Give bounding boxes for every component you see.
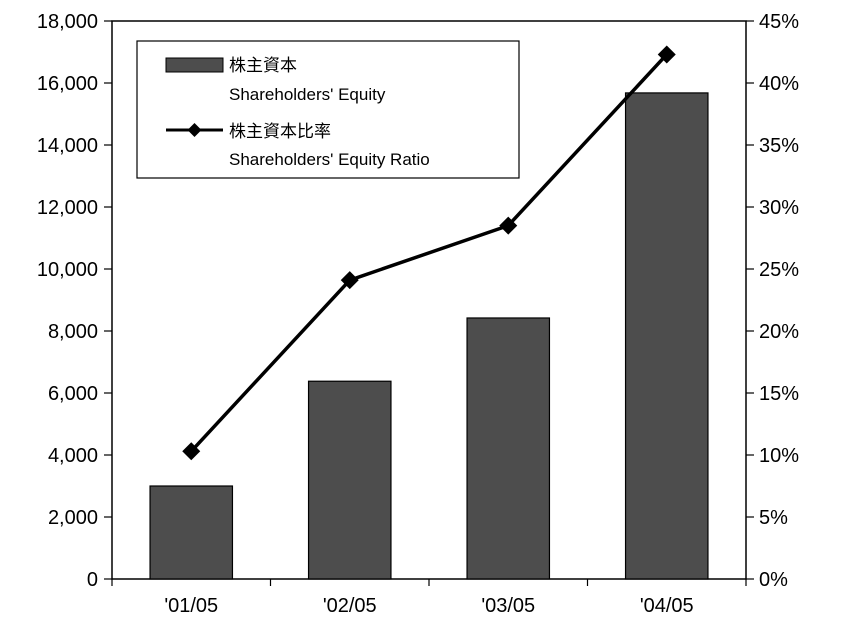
legend-line-label-en: Shareholders' Equity Ratio (229, 150, 430, 169)
y-axis-tick-label: 4,000 (48, 445, 98, 467)
y-axis-tick-label: 8,000 (48, 321, 98, 343)
x-axis-tick-label: '02/05 (323, 595, 377, 617)
bar (624, 92, 709, 580)
y2-axis-tick-label: 15% (759, 383, 799, 405)
y-axis-tick-label: 10,000 (37, 259, 98, 281)
legend-bar-swatch (165, 57, 224, 73)
x-axis-tick-label: '03/05 (481, 595, 535, 617)
y-axis-tick-label: 18,000 (37, 11, 98, 33)
legend-diamond-marker-icon (187, 123, 202, 137)
y2-axis-tick-label: 35% (759, 135, 799, 157)
y-axis-tick-label: 16,000 (37, 73, 98, 95)
y2-axis-tick-label: 40% (759, 73, 799, 95)
y2-axis-tick-label: 25% (759, 259, 799, 281)
y2-axis-tick-label: 10% (759, 445, 799, 467)
axes-layer: 0 2,000 4,000 6,000 8,000 10,000 12,000 14,000 1… (37, 11, 799, 617)
y2-axis-tick-label: 0% (759, 569, 788, 591)
legend-bar-label: 株主資本 (229, 56, 297, 75)
y2-axis-tick-label: 45% (759, 11, 799, 33)
line-point-marker (657, 45, 676, 64)
y2-axis-tick-label: 30% (759, 197, 799, 219)
y-axis-tick-label: 14,000 (37, 135, 98, 157)
line-point-marker (340, 271, 359, 290)
line-layer (182, 45, 676, 461)
bar (466, 317, 551, 580)
y-axis-tick-label: 12,000 (37, 197, 98, 219)
bar (149, 485, 234, 580)
y-axis-tick-label: 2,000 (48, 507, 98, 529)
series-line (189, 53, 669, 453)
legend-bar-label-en: Shareholders' Equity (229, 85, 386, 104)
x-axis-tick-label: '01/05 (164, 595, 218, 617)
bar (307, 380, 392, 580)
y2-axis-tick-label: 20% (759, 321, 799, 343)
line-point-marker (499, 216, 518, 235)
legend: 株主資本 Shareholders' Equity 株主資本比率 Shareho… (136, 40, 520, 179)
line-point-marker (182, 442, 201, 461)
bars-layer (149, 92, 709, 580)
y2-axis-tick-label: 5% (759, 507, 788, 529)
legend-line-label: 株主資本比率 (229, 122, 331, 141)
y-axis-tick-label: 0 (87, 569, 98, 591)
y-axis-tick-label: 6,000 (48, 383, 98, 405)
x-axis-tick-label: '04/05 (640, 595, 694, 617)
